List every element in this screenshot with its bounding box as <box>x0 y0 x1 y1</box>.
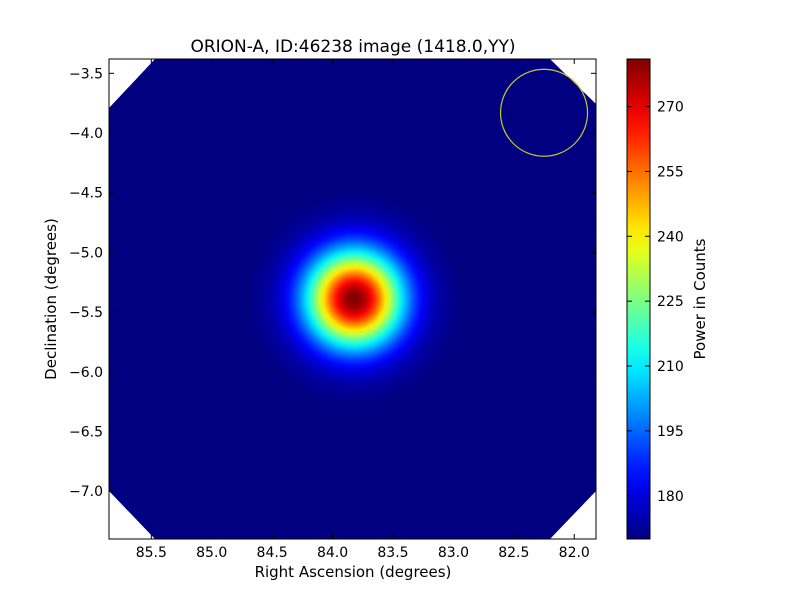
y-tick-label: −6.0 <box>69 365 103 381</box>
y-axis: −3.5 −4.0 −4.5 −5.0 −5.5 −6.0 −6.5 −7.0 <box>69 66 596 500</box>
y-tick-label: −3.5 <box>69 66 103 82</box>
y-tick-label: −5.0 <box>69 245 103 261</box>
heatmap-source-emission <box>109 59 596 539</box>
colorbar-gradient <box>626 58 651 540</box>
missing-data-corner-bottom-left <box>109 491 155 539</box>
y-tick-label: −4.5 <box>69 186 103 202</box>
y-tick-label: −4.0 <box>69 126 103 142</box>
x-axis-label: Right Ascension (degrees) <box>255 563 452 581</box>
missing-data-corner-bottom-right <box>550 491 596 539</box>
x-tick-label: 84.0 <box>317 545 348 561</box>
y-tick-label: −5.5 <box>69 305 103 321</box>
colorbar-tick-label: 225 <box>657 294 684 310</box>
y-axis-label: Declination (degrees) <box>42 218 60 380</box>
x-tick-label: 82.0 <box>559 545 590 561</box>
y-tick-label: −6.5 <box>69 425 103 441</box>
missing-data-corner-top-left <box>109 59 155 108</box>
colorbar: 180 195 210 225 240 255 270 Power in Counts <box>626 58 709 540</box>
colorbar-tick-label: 255 <box>657 164 684 180</box>
x-axis: 85.5 85.0 84.5 84.0 83.5 83.0 82.5 82.0 <box>136 59 590 561</box>
x-tick-label: 85.0 <box>196 545 227 561</box>
x-tick-label: 83.5 <box>377 545 408 561</box>
colorbar-tick-label: 240 <box>657 229 684 245</box>
y-tick-label: −7.0 <box>69 484 103 500</box>
missing-data-corner-top-right <box>550 59 596 104</box>
x-tick-label: 83.0 <box>438 545 469 561</box>
chart-title: ORION-A, ID:46238 image (1418.0,YY) <box>190 37 515 57</box>
x-tick-label: 84.5 <box>257 545 288 561</box>
x-tick-label: 85.5 <box>136 545 167 561</box>
plot-frame <box>108 58 597 540</box>
colorbar-tick-label: 180 <box>657 489 684 505</box>
plot-area <box>109 59 596 539</box>
beam-circle <box>499 68 589 157</box>
colorbar-tick-label: 270 <box>657 100 684 116</box>
x-tick-label: 82.5 <box>498 545 529 561</box>
colorbar-label: Power in Counts <box>691 238 709 359</box>
colorbar-tick-label: 210 <box>657 359 684 375</box>
colorbar-tick-label: 195 <box>657 424 684 440</box>
colorbar-ticks: 180 195 210 225 240 255 270 <box>627 100 684 505</box>
